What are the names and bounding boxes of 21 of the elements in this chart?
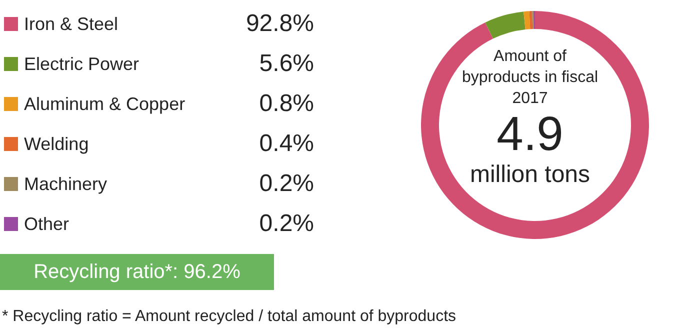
text: Amount of byproducts in fiscal 2017 — [460, 47, 600, 109]
text: * Recycling ratio = Amount recycled / total amount of byproducts — [2, 308, 456, 326]
legend-label: Aluminum & Copper — [24, 94, 186, 114]
legend-label: Other — [24, 214, 70, 234]
text: 4.9 — [496, 108, 564, 161]
donut-slice — [529, 11, 533, 30]
donut-slice — [421, 11, 649, 239]
data-label: 0.2% — [258, 210, 314, 238]
data-label: 5.6% — [258, 50, 314, 78]
donut-slice — [524, 11, 530, 30]
donut-slice — [485, 12, 526, 39]
text: million tons — [468, 161, 592, 189]
text: Recycling ratio*: 96.2% — [0, 254, 274, 290]
data-label: 0.2% — [258, 170, 314, 198]
legend-label: Electric Power — [24, 54, 140, 74]
legend-label: Machinery — [24, 174, 108, 194]
data-label: 0.4% — [258, 130, 314, 158]
data-label: 92.8% — [244, 10, 314, 38]
legend-label: Welding — [24, 134, 90, 154]
legend-label: Iron & Steel — [24, 14, 120, 34]
data-label: 0.8% — [258, 90, 314, 118]
